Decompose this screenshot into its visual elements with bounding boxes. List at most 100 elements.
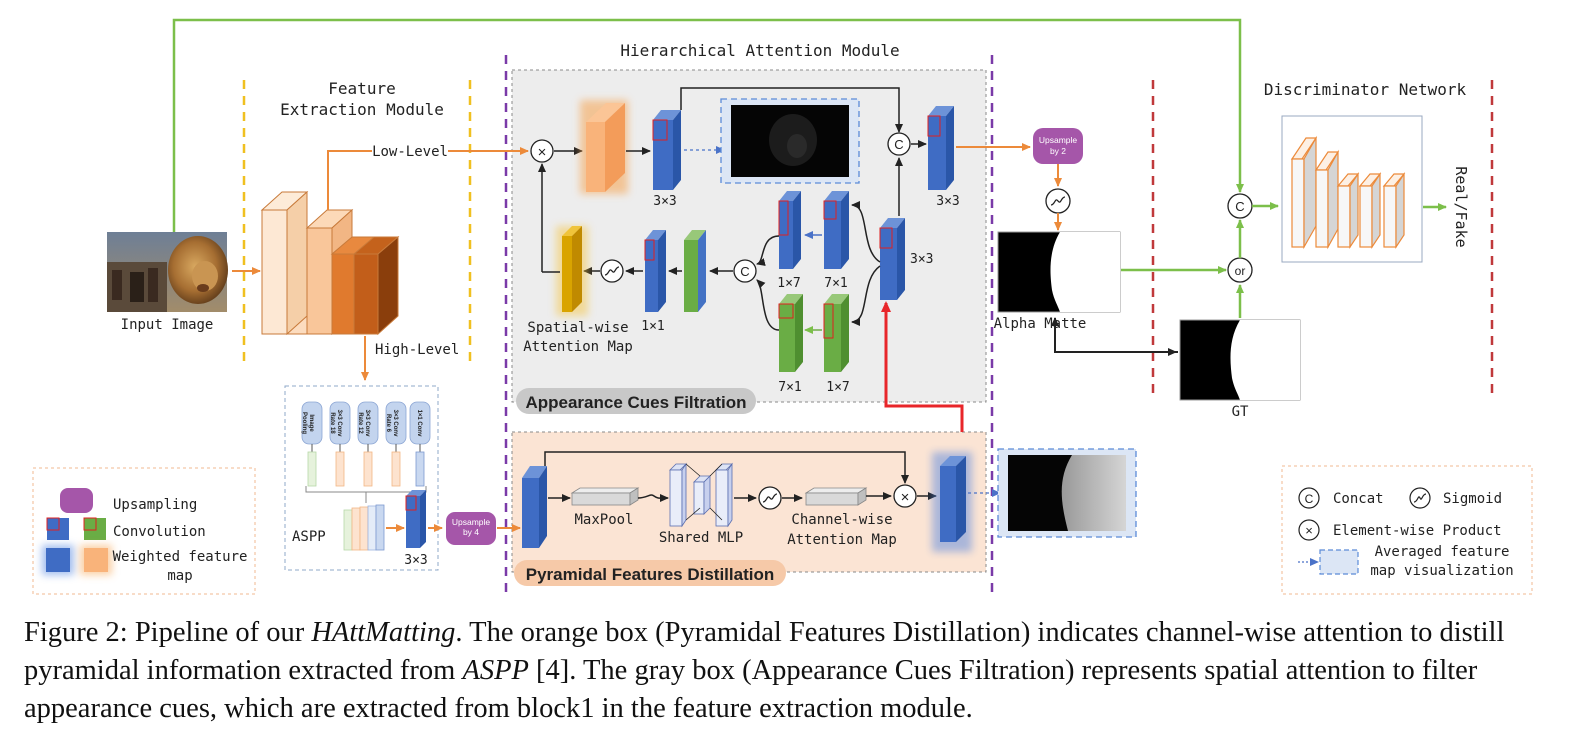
upsample-by4: [446, 512, 496, 545]
conv-7x1-blue-label: 7×1: [824, 276, 847, 291]
legend-averaged-swatch: [1319, 549, 1359, 575]
appearance-badge-label: Appearance Cues Filtration: [525, 393, 746, 412]
caption-part1: . The orange box (Pyramidal Features Dis…: [24, 617, 1505, 686]
legend-averaged-label: Averaged feature map visualization: [1370, 544, 1513, 579]
channel-map-label-line: Attention Map: [787, 532, 897, 548]
channel-attention-block: [804, 487, 868, 506]
aspp-bus: [305, 486, 427, 493]
legend-conv-green-swatch: [84, 518, 106, 540]
upsample-by4-label-line: by 4: [463, 527, 479, 537]
conv-1x1: [644, 230, 666, 312]
legend-product-label: Element-wise Product: [1333, 523, 1502, 539]
feature-extraction-title-line: Feature: [328, 79, 395, 98]
feature-extraction-title: Feature Extraction Module: [280, 79, 444, 119]
conv-3x3-top: [652, 110, 681, 190]
gt-image: [1179, 319, 1301, 401]
aspp-conv-block: [405, 490, 426, 548]
legend-weighted-label: Weighted feature map: [113, 549, 248, 584]
feature-extraction-title-line: Extraction Module: [280, 100, 444, 119]
maxpool-label: MaxPool: [574, 512, 633, 528]
legend-product-icon: [1298, 519, 1320, 541]
aspp-concat-stack: [343, 504, 385, 551]
aspp-branch-feature: [307, 451, 317, 487]
low-level-arrow: [327, 147, 529, 210]
legend-weighted-orange-swatch: [84, 548, 108, 572]
channel-map-label-line: Channel-wise: [791, 512, 892, 528]
upsample-by2-label-line: by 2: [1050, 146, 1066, 156]
real-fake-label: Real/Fake: [1452, 166, 1470, 247]
aspp-branch-label: 3×3 ConvRate 6: [385, 410, 398, 438]
spatial-attention-map: [556, 226, 588, 316]
discriminator-title: Discriminator Network: [1264, 80, 1467, 99]
conv-1x7-blue: [778, 191, 801, 269]
conv-1x1-label: 1×1: [641, 319, 664, 334]
aspp-branch-feature: [415, 451, 425, 487]
channel-map-label: Channel-wise Attention Map: [787, 512, 897, 548]
spatial-map-label-line: Attention Map: [523, 339, 633, 355]
conv-3x3-middle: [879, 218, 905, 300]
or-node-symbol: or: [1235, 264, 1246, 278]
caption-model-name: HAttMatting: [311, 617, 456, 648]
upsample-by4-label: Upsample by 4: [452, 517, 491, 537]
legend-upsampling-swatch: [60, 488, 93, 513]
legend-concat-label: Concat: [1333, 491, 1384, 507]
figure-caption: Figure 2: Pipeline of our HAttMatting. T…: [24, 614, 1574, 728]
concat-node-top: [887, 132, 911, 156]
caption-part2: [4]. The gray box (Appearance Cues Filtr…: [24, 655, 1478, 724]
conv-7x1-blue: [823, 191, 849, 269]
aspp-box: [284, 385, 439, 571]
conv-3x3-middle-label: 3×3: [910, 252, 933, 267]
legend-left-box: [32, 467, 256, 595]
caption-aspp: ASPP: [462, 655, 529, 686]
conv-1x7-blue-label: 1×7: [777, 276, 800, 291]
legend-convolution-label: Convolution: [113, 524, 206, 540]
hattmatting-pipeline-diagram: Feature Extraction Module Hierarchical At…: [32, 18, 1533, 595]
product-node-bottom: [893, 484, 917, 508]
weighted-feature-map-top: [580, 100, 628, 194]
concat-node-discriminator-symbol: C: [1235, 199, 1244, 214]
legend-weighted-label-line: Weighted feature: [113, 549, 248, 565]
legend-conv-blue-swatch: [47, 518, 69, 540]
upsample-by2: [1033, 128, 1083, 164]
feature-extraction-blocks: [260, 190, 400, 336]
conv-3x3-top-label: 3×3: [653, 194, 676, 209]
conv-7x1-green: [778, 294, 803, 372]
concat-node-middle-symbol: C: [740, 264, 749, 279]
aspp-branch-label: ImagePooling: [301, 412, 314, 434]
shared-mlp-block: [669, 462, 733, 528]
low-level-label: Low-Level: [372, 144, 448, 160]
pyramidal-skip: [544, 451, 909, 484]
aspp-label: ASPP: [292, 529, 326, 545]
skip-arrow-top: [172, 18, 1244, 232]
concat-node-middle: [733, 259, 757, 283]
conv-3x3-right-label: 3×3: [936, 194, 959, 209]
pyramidal-badge-label: Pyramidal Features Distillation: [526, 565, 774, 584]
legend-sigmoid-label: Sigmoid: [1443, 491, 1502, 507]
weighted-feature-map-bottom: [932, 452, 972, 552]
aspp-conv-label: 3×3: [404, 553, 427, 568]
caption-prefix: Figure 2: Pipeline of our: [24, 617, 312, 648]
legend-weighted-blue-swatch: [46, 548, 70, 572]
spatial-map-label-line: Spatial-wise: [527, 320, 628, 336]
input-image-label: Input Image: [121, 317, 214, 333]
upsample-by4-label-line: Upsample: [452, 517, 491, 527]
aspp-branch-feature: [363, 451, 373, 487]
pyramidal-badge: [514, 560, 786, 586]
gt-label: GT: [1232, 404, 1249, 420]
aspp-branch-label: 1×1 Conv: [416, 410, 422, 438]
legend-averaged-label-line: map visualization: [1370, 563, 1513, 579]
concat-node-top-symbol: C: [894, 137, 903, 152]
skip-conv-to-concat: [680, 87, 903, 133]
pyramidal-input-block: [522, 466, 547, 548]
legend-weighted-label-line: map: [167, 568, 192, 584]
legend-right-box: [1281, 465, 1533, 595]
legend-concat-symbol: C: [1305, 492, 1314, 506]
alpha-matte-label: Alpha Matte: [994, 316, 1087, 332]
conv-1x7-green-label: 1×7: [826, 380, 849, 395]
spatial-map-label: Spatial-wise Attention Map: [523, 320, 633, 355]
shared-mlp-label: Shared MLP: [659, 530, 743, 546]
aspp-branch-label: 3×3 ConvRate 18: [329, 410, 342, 438]
conv-7x1-green-label: 7×1: [778, 380, 801, 395]
conv-green-blue: [684, 230, 706, 312]
product-node-top: [530, 139, 554, 163]
